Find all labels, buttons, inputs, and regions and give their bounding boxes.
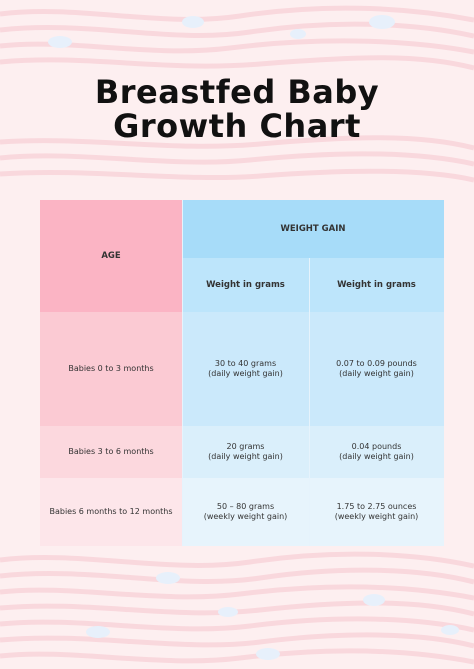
age-label: Babies 3 to 6 months bbox=[68, 447, 154, 456]
page-title-line-2: Growth Chart bbox=[113, 107, 361, 145]
grams-value: 20 grams bbox=[226, 442, 265, 451]
pounds-value: 0.04 pounds bbox=[351, 442, 402, 451]
age-label: Babies 6 months to 12 months bbox=[49, 507, 173, 516]
grams-note: (daily weight gain) bbox=[208, 369, 283, 378]
grams-value: 50 – 80 grams bbox=[216, 502, 275, 511]
page-title-line-1: Breastfed Baby bbox=[94, 73, 380, 111]
table-row-age: Babies 3 to 6 months bbox=[40, 426, 182, 478]
table-cell-grams: 30 to 40 grams (daily weight gain) bbox=[182, 312, 309, 426]
column-divider bbox=[182, 200, 183, 546]
pounds-value: 1.75 to 2.75 ounces bbox=[336, 502, 417, 511]
pounds-note: (weekly weight gain) bbox=[334, 512, 419, 521]
pounds-column-header: Weight in grams bbox=[309, 258, 444, 312]
weight-gain-header: WEIGHT GAIN bbox=[182, 200, 444, 258]
grams-column-header: Weight in grams bbox=[182, 258, 309, 312]
grams-note: (weekly weight gain) bbox=[203, 512, 288, 521]
table-cell-pounds: 0.07 to 0.09 pounds (daily weight gain) bbox=[309, 312, 444, 426]
age-label: Babies 0 to 3 months bbox=[68, 364, 154, 373]
age-header: AGE bbox=[40, 200, 182, 312]
pounds-note: (daily weight gain) bbox=[339, 369, 414, 378]
table-row-age: Babies 6 months to 12 months bbox=[40, 478, 182, 546]
pounds-note: (daily weight gain) bbox=[339, 452, 414, 461]
column-divider bbox=[309, 258, 310, 546]
table-cell-pounds: 0.04 pounds (daily weight gain) bbox=[309, 426, 444, 478]
table-cell-grams: 50 – 80 grams (weekly weight gain) bbox=[182, 478, 309, 546]
table-cell-pounds: 1.75 to 2.75 ounces (weekly weight gain) bbox=[309, 478, 444, 546]
pounds-value: 0.07 to 0.09 pounds bbox=[336, 359, 417, 368]
grams-value: 30 to 40 grams bbox=[214, 359, 277, 368]
grams-note: (daily weight gain) bbox=[208, 452, 283, 461]
table-cell-grams: 20 grams (daily weight gain) bbox=[182, 426, 309, 478]
table-row-age: Babies 0 to 3 months bbox=[40, 312, 182, 426]
